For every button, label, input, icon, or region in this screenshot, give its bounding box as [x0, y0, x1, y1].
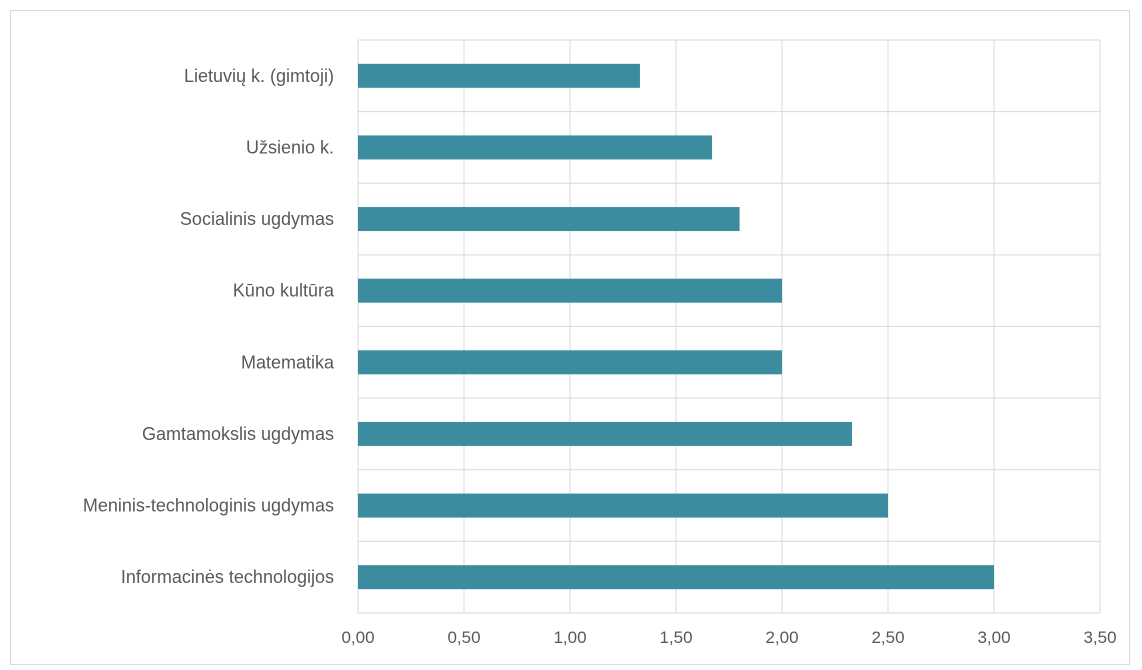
- bar: [358, 63, 640, 88]
- category-label: Užsienio k.: [246, 137, 334, 157]
- category-label: Gamtamokslis ugdymas: [142, 424, 334, 444]
- x-tick-label: 1,50: [659, 628, 692, 647]
- category-label: Socialinis ugdymas: [180, 209, 334, 229]
- x-tick-label: 0,00: [341, 628, 374, 647]
- category-label: Lietuvių k. (gimtoji): [184, 66, 334, 86]
- bar: [358, 135, 713, 160]
- bar: [358, 493, 888, 518]
- bar: [358, 421, 852, 446]
- x-tick-label: 2,50: [871, 628, 904, 647]
- x-tick-label: 1,00: [553, 628, 586, 647]
- bar: [358, 278, 782, 303]
- category-label: Kūno kultūra: [233, 281, 335, 301]
- x-tick-label: 3,00: [977, 628, 1010, 647]
- category-labels: Lietuvių k. (gimtoji) Užsienio k. Socialin…: [83, 66, 335, 587]
- bar: [358, 350, 782, 375]
- x-tick-labels: 0,00 0,50 1,00 1,50 2,00 2,50 3,00 3,50: [341, 628, 1116, 647]
- gridlines: [357, 39, 1101, 614]
- category-label: Informacinės technologijos: [121, 567, 334, 587]
- category-label: Matematika: [241, 352, 335, 372]
- bar: [358, 565, 994, 590]
- bars: [358, 63, 994, 590]
- bar: [358, 207, 740, 232]
- category-label: Meninis-technologinis ugdymas: [83, 496, 334, 516]
- x-tick-label: 2,00: [765, 628, 798, 647]
- x-tick-label: 0,50: [447, 628, 480, 647]
- x-tick-label: 3,50: [1083, 628, 1116, 647]
